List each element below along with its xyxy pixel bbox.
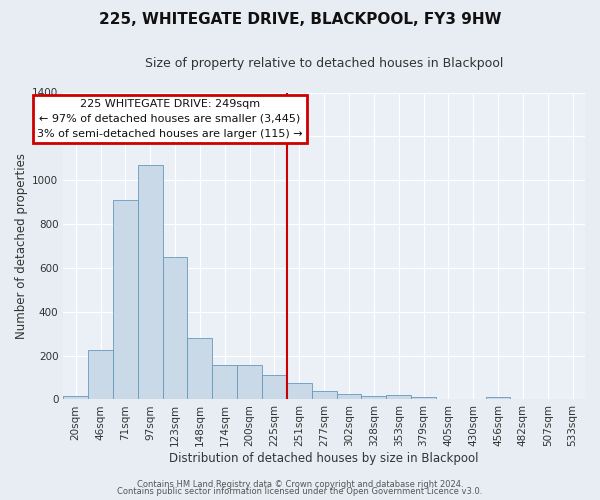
Text: Contains public sector information licensed under the Open Government Licence v3: Contains public sector information licen… xyxy=(118,487,482,496)
Text: 225, WHITEGATE DRIVE, BLACKPOOL, FY3 9HW: 225, WHITEGATE DRIVE, BLACKPOOL, FY3 9HW xyxy=(99,12,501,28)
X-axis label: Distribution of detached houses by size in Blackpool: Distribution of detached houses by size … xyxy=(169,452,479,465)
Bar xyxy=(63,396,88,400)
Bar xyxy=(163,257,187,400)
Bar xyxy=(485,398,511,400)
Y-axis label: Number of detached properties: Number of detached properties xyxy=(15,153,28,339)
Bar xyxy=(237,366,262,400)
Bar xyxy=(287,383,312,400)
Text: 225 WHITEGATE DRIVE: 249sqm
← 97% of detached houses are smaller (3,445)
3% of s: 225 WHITEGATE DRIVE: 249sqm ← 97% of det… xyxy=(37,99,303,138)
Bar xyxy=(187,338,212,400)
Bar xyxy=(337,394,361,400)
Bar xyxy=(386,395,411,400)
Bar xyxy=(113,200,138,400)
Bar xyxy=(262,376,287,400)
Bar xyxy=(88,350,113,400)
Title: Size of property relative to detached houses in Blackpool: Size of property relative to detached ho… xyxy=(145,58,503,70)
Bar xyxy=(361,396,386,400)
Bar xyxy=(312,390,337,400)
Bar xyxy=(411,398,436,400)
Bar xyxy=(212,366,237,400)
Bar xyxy=(138,165,163,400)
Text: Contains HM Land Registry data © Crown copyright and database right 2024.: Contains HM Land Registry data © Crown c… xyxy=(137,480,463,489)
